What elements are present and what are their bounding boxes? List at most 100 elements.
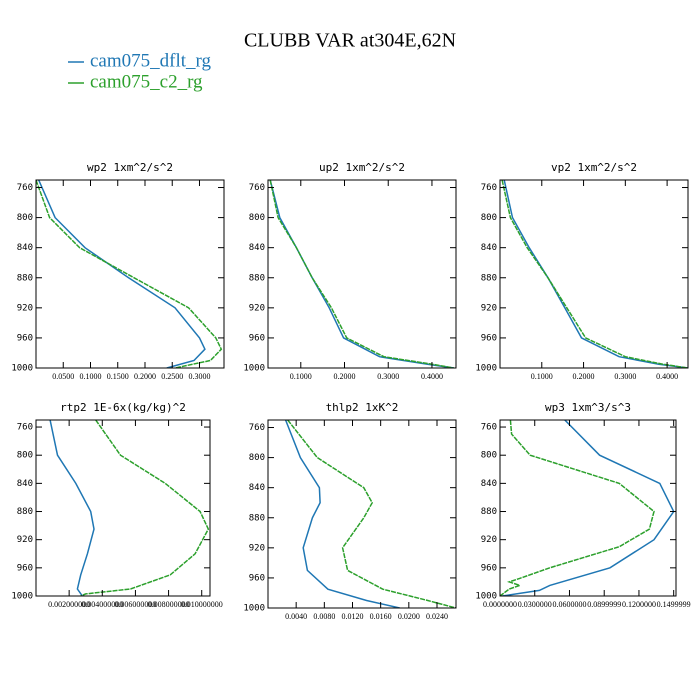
y-tick-label: 920 — [17, 535, 33, 545]
x-tick-label: 0.3000 — [188, 372, 210, 381]
x-tick-label: 0.0160 — [370, 612, 392, 621]
x-tick-label: 0.002000000 — [48, 600, 90, 609]
x-tick-label: 0.010000000 — [181, 600, 223, 609]
x-tick-label: 0.0040 — [285, 612, 307, 621]
x-tick-label: 0.004000000 — [81, 600, 123, 609]
y-tick-label: 800 — [249, 213, 265, 223]
panel-title: rtp2 1E-6x(kg/kg)^2 — [60, 401, 186, 414]
x-tick-label: 0.0120 — [341, 612, 363, 621]
x-tick-label: 0.1000 — [79, 372, 101, 381]
series-line — [502, 420, 675, 596]
series-line — [38, 180, 206, 368]
y-tick-label: 760 — [481, 183, 497, 193]
plot-frame — [499, 179, 689, 369]
y-tick-label: 800 — [249, 453, 265, 463]
y-tick-label: 880 — [17, 507, 33, 517]
y-tick-label: 880 — [481, 273, 497, 283]
x-tick-label: 0.1200000 — [622, 600, 656, 609]
x-tick-label: 0.2000 — [334, 372, 356, 381]
y-tick-label: 800 — [481, 451, 497, 461]
x-tick-label: 0.0200 — [398, 612, 420, 621]
y-tick-label: 960 — [249, 333, 265, 343]
x-tick-label: 0.3000 — [377, 372, 399, 381]
y-tick-label: 840 — [481, 243, 497, 253]
plot-frame — [35, 179, 225, 369]
y-tick-label: 800 — [17, 451, 33, 461]
panel-title: vp2 1xm^2/s^2 — [551, 161, 637, 174]
y-tick-label: 960 — [17, 563, 33, 573]
x-tick-label: 0.4000 — [656, 372, 678, 381]
y-tick-label: 1000 — [11, 592, 33, 602]
y-tick-label: 960 — [249, 573, 265, 583]
x-tick-label: 0.0080 — [313, 612, 335, 621]
y-tick-label: 960 — [17, 333, 33, 343]
y-tick-label: 840 — [17, 243, 33, 253]
x-tick-label: 0.0000000 — [483, 600, 517, 609]
panel-title: thlp2 1xK^2 — [326, 401, 399, 414]
series-line — [503, 180, 688, 368]
x-tick-label: 0.2500 — [161, 372, 183, 381]
y-tick-label: 840 — [249, 483, 265, 493]
y-tick-label: 960 — [481, 333, 497, 343]
y-tick-label: 920 — [249, 303, 265, 313]
y-tick-label: 920 — [481, 303, 497, 313]
y-tick-label: 760 — [17, 183, 33, 193]
plot-frame — [267, 419, 457, 609]
x-tick-label: 0.0300000 — [518, 600, 552, 609]
x-tick-label: 0.0240 — [426, 612, 448, 621]
x-tick-label: 0.1499999 — [657, 600, 691, 609]
y-tick-label: 880 — [17, 273, 33, 283]
y-tick-label: 1000 — [243, 364, 265, 374]
panel-title: up2 1xm^2/s^2 — [319, 161, 405, 174]
y-tick-label: 760 — [249, 183, 265, 193]
y-tick-label: 880 — [481, 507, 497, 517]
x-tick-label: 0.1000 — [290, 372, 312, 381]
series-line — [269, 180, 454, 368]
plot-frame — [35, 419, 211, 597]
y-tick-label: 880 — [249, 513, 265, 523]
y-tick-label: 760 — [481, 423, 497, 433]
legend-entry: cam075_c2_rg — [90, 71, 203, 92]
x-tick-label: 0.0600000 — [552, 600, 586, 609]
figure-title: CLUBB VAR at304E,62N — [244, 30, 456, 52]
x-tick-label: 0.0500 — [52, 372, 74, 381]
y-tick-label: 960 — [481, 563, 497, 573]
y-tick-label: 840 — [249, 243, 265, 253]
series-line — [284, 420, 400, 608]
y-tick-label: 1000 — [11, 364, 33, 374]
x-tick-label: 0.2000 — [134, 372, 156, 381]
y-tick-label: 840 — [17, 479, 33, 489]
y-tick-label: 760 — [249, 423, 265, 433]
y-tick-label: 880 — [249, 273, 265, 283]
series-line — [287, 420, 456, 608]
panel-title: wp2 1xm^2/s^2 — [87, 161, 173, 174]
panel-title: wp3 1xm^3/s^3 — [545, 401, 631, 414]
x-tick-label: 0.3000 — [614, 372, 636, 381]
y-tick-label: 920 — [249, 543, 265, 553]
y-tick-label: 920 — [481, 535, 497, 545]
x-tick-label: 0.0899999 — [587, 600, 621, 609]
x-tick-label: 0.4000 — [421, 372, 443, 381]
series-line — [269, 180, 454, 368]
x-tick-label: 0.2000 — [573, 372, 595, 381]
plot-frame — [499, 419, 677, 597]
y-tick-label: 1000 — [475, 592, 497, 602]
x-tick-label: 0.1000 — [531, 372, 553, 381]
y-tick-label: 800 — [17, 213, 33, 223]
x-tick-label: 0.006000000 — [114, 600, 156, 609]
series-line — [80, 420, 210, 596]
y-tick-label: 760 — [17, 423, 33, 433]
y-tick-label: 1000 — [475, 364, 497, 374]
series-line — [501, 180, 688, 368]
series-line — [36, 180, 223, 368]
y-tick-label: 800 — [481, 213, 497, 223]
y-tick-label: 840 — [481, 479, 497, 489]
plot-frame — [267, 179, 457, 369]
x-tick-label: 0.008000000 — [148, 600, 190, 609]
y-tick-label: 1000 — [243, 604, 265, 614]
y-tick-label: 920 — [17, 303, 33, 313]
series-line — [49, 420, 95, 596]
series-line — [500, 420, 655, 596]
legend-entry: cam075_dflt_rg — [90, 50, 212, 71]
